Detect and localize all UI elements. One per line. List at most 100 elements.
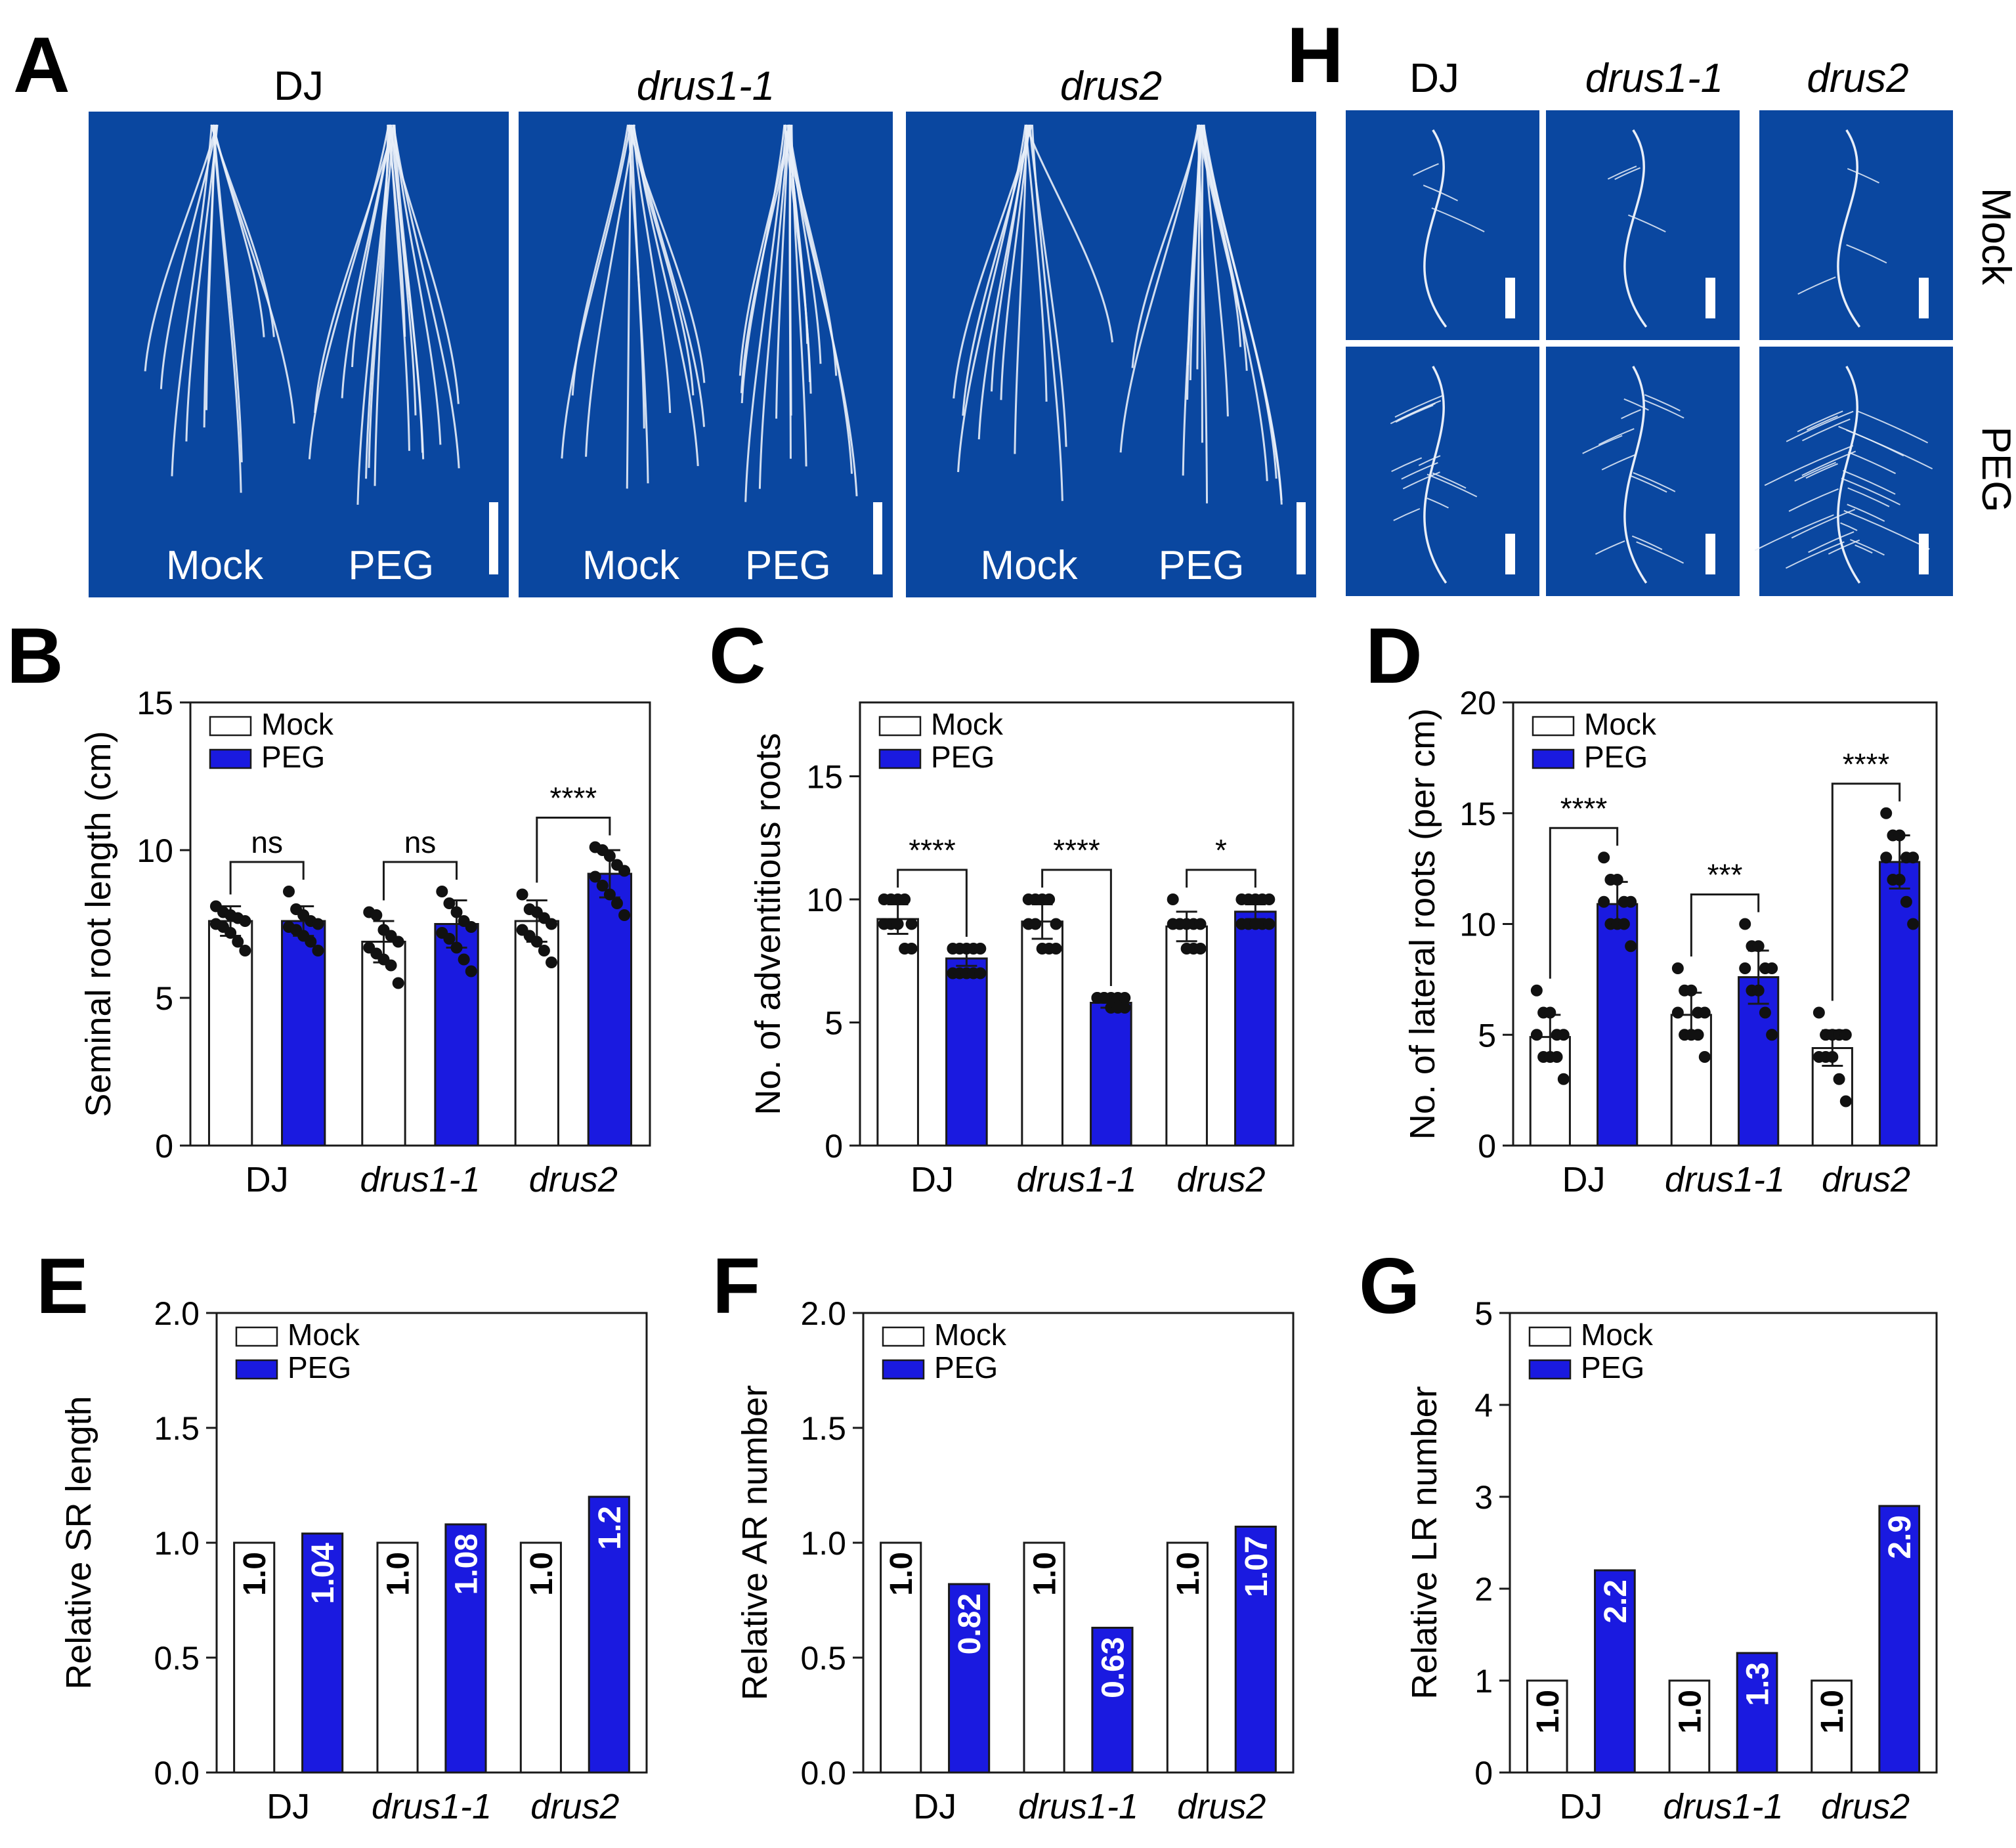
category-label: DJ (911, 1160, 954, 1199)
mock-bar (519, 1541, 562, 1774)
y-tick-label: 5 (155, 980, 173, 1017)
lateral-root (1808, 531, 1855, 553)
data-point (1174, 918, 1186, 930)
category-label: drus2 (529, 1160, 618, 1199)
scale-bar (1705, 278, 1715, 318)
lateral-root (1582, 435, 1623, 454)
root-strand (744, 124, 788, 502)
data-point (385, 959, 397, 972)
root-strand (1031, 124, 1063, 502)
lateral-root (1846, 244, 1887, 264)
root-photo (519, 112, 893, 597)
panel-letter-h: H (1287, 11, 1344, 99)
data-point (1544, 1006, 1556, 1019)
scale-bar (873, 502, 882, 574)
y-tick-label: 10 (137, 832, 173, 869)
data-point (1618, 918, 1630, 930)
chart-c: C 0 5 10 15 No. of adventitious roots DJ **** dr… (709, 612, 1295, 1199)
data-point (1557, 1029, 1570, 1041)
data-point (905, 918, 918, 930)
y-tick-label: 0 (1474, 1755, 1493, 1792)
root-strand (630, 124, 645, 429)
root-strand (341, 124, 393, 398)
data-point (1194, 943, 1207, 955)
significance-bracket (897, 869, 968, 937)
y-axis-label: No. of adventitious roots (748, 733, 788, 1115)
root-strand (626, 124, 632, 489)
legend-label: Mock (288, 1318, 360, 1352)
root-photo (906, 112, 1316, 597)
y-tick-label: 10 (806, 882, 843, 918)
root-strand (991, 124, 1028, 392)
y-tick-label: 0.5 (800, 1640, 846, 1677)
legend-swatch-peg (882, 1359, 925, 1380)
root-strand (1187, 124, 1201, 366)
peg-bar (1594, 1569, 1636, 1774)
data-point (1685, 984, 1698, 997)
condition-label: Mock (166, 543, 264, 588)
condition-label: PEG (348, 543, 434, 588)
lateral-root (1841, 477, 1900, 505)
lateral-root (1802, 418, 1851, 442)
data-point (1050, 943, 1062, 955)
data-point (1739, 962, 1751, 974)
y-tick-label: 2.0 (154, 1295, 200, 1332)
lateral-root (1633, 472, 1676, 492)
lateral-root (1828, 539, 1860, 555)
legend-label: Mock (934, 1318, 1007, 1352)
category-label: DJ (1559, 1787, 1602, 1826)
lateral-root (1623, 398, 1649, 411)
legend-label: Mock (1584, 707, 1657, 741)
root-strand (571, 124, 629, 396)
data-point (1098, 992, 1110, 1004)
data-point (1752, 940, 1765, 953)
data-point (232, 935, 244, 948)
value-label: 1.08 (449, 1534, 484, 1595)
primary-root (1623, 366, 1648, 584)
lateral-root (1847, 504, 1885, 522)
y-tick-label: 15 (806, 759, 843, 796)
panel-letter: F (712, 1242, 760, 1330)
value-label: 2.9 (1883, 1515, 1918, 1559)
data-point (538, 945, 550, 956)
peg-bar (1234, 911, 1277, 1147)
lateral-root (1785, 541, 1845, 569)
data-point (443, 933, 456, 945)
data-point (596, 880, 609, 892)
value-label: 1.2 (593, 1506, 628, 1550)
scale-bar (489, 502, 498, 574)
mock-bar (1021, 920, 1063, 1147)
data-point (1119, 1002, 1131, 1014)
significance-label: **** (1843, 747, 1890, 781)
lateral-root (1805, 463, 1838, 479)
lateral-root (1601, 454, 1636, 471)
y-tick-label: 20 (1459, 685, 1496, 721)
category-label: drus1-1 (372, 1787, 492, 1826)
value-label: 1.0 (1815, 1690, 1850, 1734)
data-point (1530, 1029, 1543, 1041)
significance-bracket (1690, 893, 1760, 956)
y-tick-label: 1 (1474, 1663, 1493, 1700)
value-label: 1.04 (306, 1543, 341, 1604)
peg-bar (1234, 1526, 1277, 1774)
root-strand (314, 124, 395, 414)
data-point (1530, 984, 1543, 997)
data-point (546, 956, 558, 968)
genotype-label: drus1-1 (1585, 56, 1723, 101)
data-point (516, 888, 528, 901)
data-point (1167, 893, 1179, 905)
lateral-root (1628, 214, 1666, 233)
legend-label: PEG (931, 740, 995, 774)
value-label: 1.07 (1239, 1536, 1274, 1597)
value-label: 1.0 (1673, 1690, 1707, 1734)
data-point (1625, 940, 1637, 953)
root-strand (632, 124, 672, 414)
mock-bar (233, 1541, 276, 1774)
legend-label: PEG (288, 1350, 351, 1385)
condition-label: PEG (1159, 543, 1245, 588)
root-strand (758, 124, 790, 489)
data-point (618, 909, 631, 921)
root-strand (740, 124, 786, 404)
lateral-root (1797, 410, 1843, 433)
lateral-root (1801, 450, 1856, 477)
